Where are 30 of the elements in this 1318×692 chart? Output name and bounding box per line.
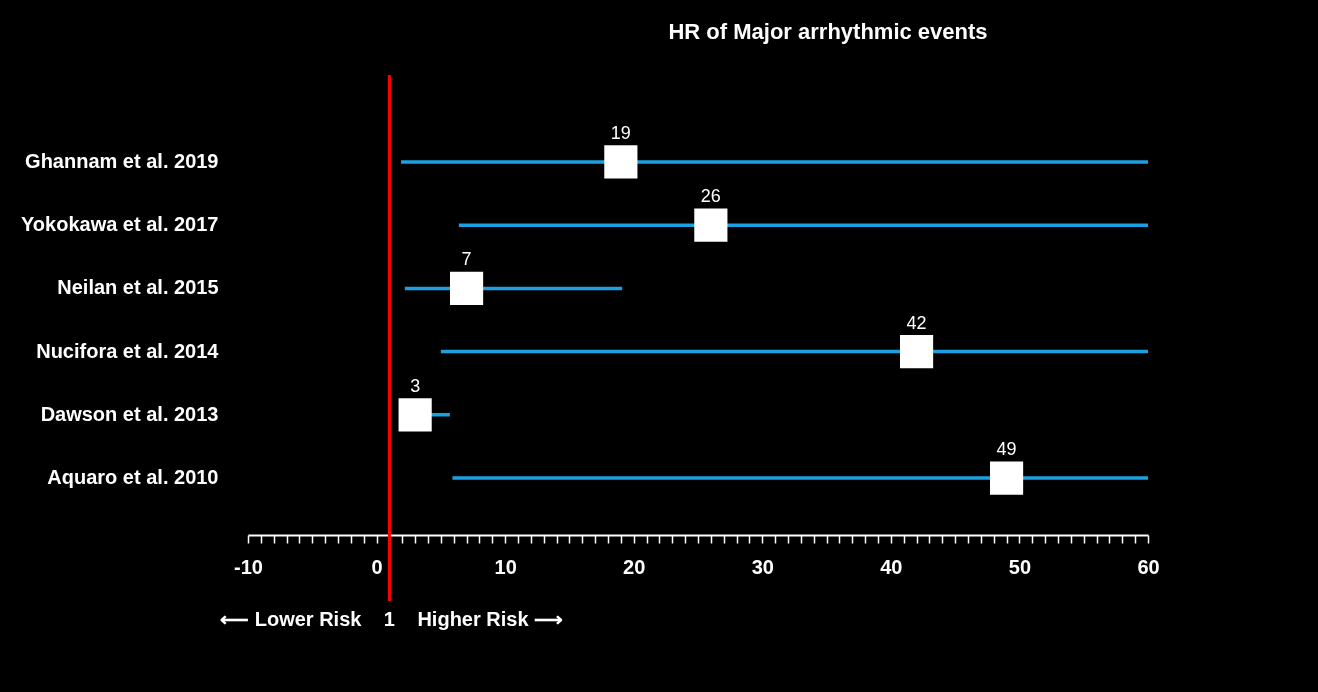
x-tick-label: -10 [234,555,263,578]
x-tick-label: 40 [880,555,903,578]
data-label: 3 [410,375,421,396]
data-label: 7 [461,249,472,270]
data-label: 42 [906,312,927,333]
x-tick-label: 60 [1137,555,1160,578]
x-tick-label: 10 [494,555,517,578]
data-label: 26 [700,186,721,207]
point [604,145,638,179]
ref-line-label: 1 [383,608,395,630]
x-tick-label: 20 [623,555,646,578]
point [899,335,934,369]
data-label: 49 [996,439,1017,460]
x-tick-label: 50 [1008,555,1032,578]
y-tick-label: Aquaro et al. 2010 [47,466,219,489]
point [694,208,728,242]
data-label: 19 [610,122,631,143]
text: ⟵ Lower Risk [220,608,363,630]
point [989,461,1024,495]
y-tick-label: Ghannam et al. 2019 [25,149,219,172]
point [449,271,484,305]
y-tick-label: Neilan et al. 2015 [57,276,219,299]
x-tick-label: 30 [751,555,774,578]
y-tick-label: Dawson et al. 2013 [40,402,219,425]
y-tick-label: Nucifora et al. 2014 [36,339,220,362]
text: Higher Risk ⟶ [417,608,564,630]
point [398,398,432,432]
chart-title: HR of Major arrhythmic events [668,18,988,44]
y-tick-label: Yokokawa et al. 2017 [20,213,219,236]
x-tick-label: 0 [371,555,383,578]
